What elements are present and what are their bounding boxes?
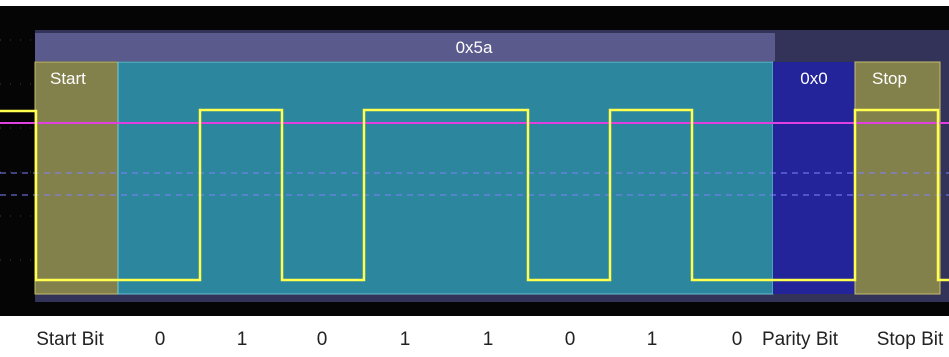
scope-capture: 0x5a Start 0x0 Stop Start Bit 0 1 0 1 1 0 1 0 Par…	[0, 0, 949, 357]
start-label: Start	[50, 69, 86, 88]
bit-label: 0	[732, 329, 743, 350]
bit-label: 1	[483, 329, 494, 350]
data-box	[118, 62, 773, 294]
bit-label: 0	[317, 329, 328, 350]
bit-label: 1	[237, 329, 248, 350]
parity-label: 0x0	[800, 69, 827, 88]
stop-label: Stop	[872, 69, 907, 88]
parity-box	[773, 62, 855, 294]
bit-label: 1	[400, 329, 411, 350]
bit-label: 0	[155, 329, 166, 350]
byte-label: 0x5a	[456, 38, 493, 57]
start-box	[35, 62, 118, 294]
bit-label: Stop Bit	[877, 329, 944, 350]
bit-label: Parity Bit	[762, 329, 839, 350]
bit-label: Start Bit	[36, 329, 104, 350]
stop-box	[855, 62, 940, 294]
byte-header	[35, 33, 775, 61]
bit-label: 0	[565, 329, 576, 350]
bit-label: 1	[647, 329, 658, 350]
